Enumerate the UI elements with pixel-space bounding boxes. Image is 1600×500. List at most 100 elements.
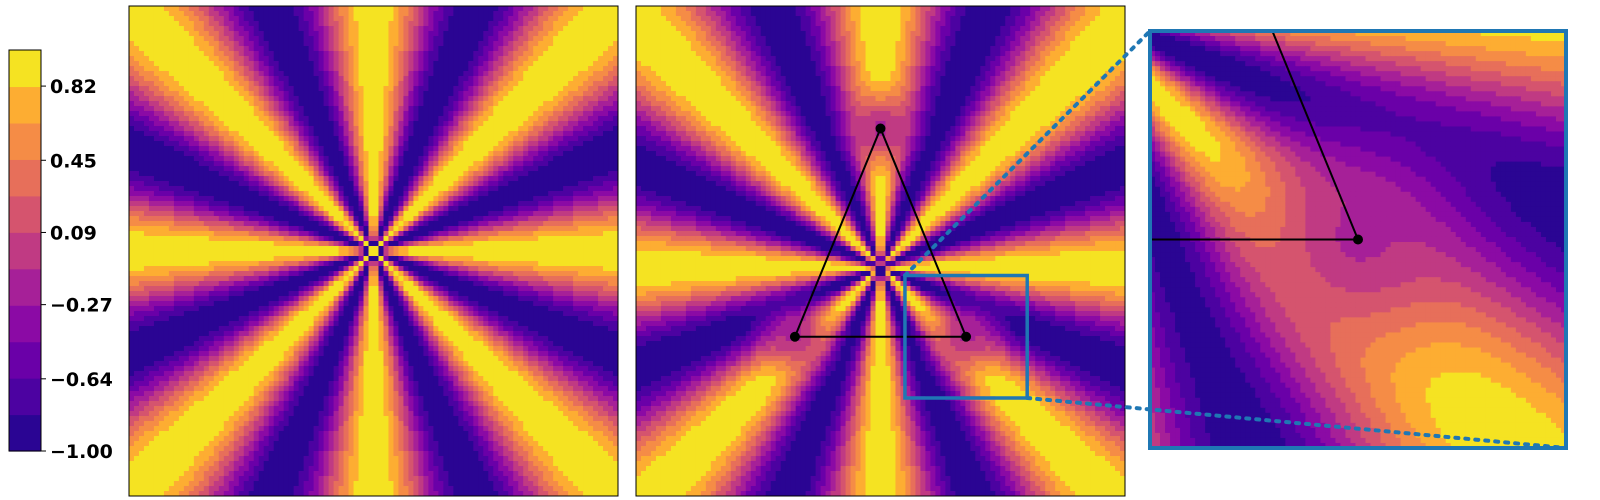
contour-cell	[198, 161, 205, 167]
contour-cell	[233, 156, 240, 162]
contour-cell	[388, 206, 395, 212]
contour-cell	[383, 186, 390, 192]
contour-cell	[253, 26, 260, 32]
contour-cell	[368, 191, 375, 197]
contour-cell	[498, 216, 504, 222]
contour-cell	[553, 196, 559, 202]
contour-cell	[423, 36, 429, 42]
contour-cell	[588, 181, 594, 187]
contour-cell	[573, 251, 579, 257]
contour-cell	[293, 111, 300, 117]
contour-cell	[138, 51, 145, 57]
contour-cell	[363, 206, 370, 212]
contour-cell	[158, 156, 165, 162]
contour-cell	[338, 106, 345, 112]
contour-cell	[413, 166, 420, 172]
contour-cell	[328, 211, 335, 217]
contour-cell	[148, 256, 155, 262]
contour-cell	[418, 171, 424, 177]
contour-cell	[148, 126, 155, 132]
contour-cell	[578, 206, 584, 212]
contour-cell	[133, 166, 140, 172]
contour-cell	[233, 176, 240, 182]
contour-cell	[428, 221, 434, 227]
contour-cell	[173, 106, 180, 112]
contour-cell	[573, 106, 579, 112]
contour-cell	[243, 241, 250, 247]
contour-cell	[353, 16, 360, 22]
contour-cell	[138, 41, 145, 47]
contour-cell	[488, 11, 494, 17]
contour-cell	[508, 41, 514, 47]
contour-cell	[129, 21, 135, 27]
contour-cell	[163, 146, 170, 152]
contour-cell	[608, 71, 614, 77]
contour-cell	[533, 246, 539, 252]
contour-cell	[413, 46, 420, 52]
contour-cell	[423, 61, 429, 67]
contour-cell	[548, 31, 554, 37]
contour-cell	[608, 171, 614, 177]
contour-cell	[138, 36, 145, 42]
contour-cell	[228, 226, 235, 232]
contour-cell	[183, 76, 190, 82]
contour-cell	[458, 121, 464, 127]
contour-cell	[158, 131, 165, 137]
contour-cell	[608, 41, 614, 47]
contour-cell	[583, 106, 589, 112]
contour-cell	[348, 61, 355, 67]
contour-cell	[258, 161, 265, 167]
contour-cell	[478, 216, 484, 222]
contour-cell	[333, 171, 340, 177]
contour-cell	[568, 141, 574, 147]
contour-cell	[443, 21, 449, 27]
contour-cell	[498, 231, 504, 237]
contour-cell	[533, 211, 539, 217]
contour-cell	[318, 176, 325, 182]
contour-cell	[168, 256, 175, 262]
contour-cell	[283, 101, 290, 107]
contour-cell	[423, 81, 429, 87]
contour-cell	[463, 91, 469, 97]
contour-cell	[203, 91, 210, 97]
contour-cell	[178, 216, 185, 222]
contour-cell	[213, 31, 220, 37]
contour-cell	[318, 156, 325, 162]
contour-cell	[203, 71, 210, 77]
contour-cell	[178, 96, 185, 102]
contour-cell	[418, 91, 424, 97]
contour-cell	[388, 156, 395, 162]
contour-cell	[293, 16, 300, 22]
contour-cell	[423, 166, 429, 172]
contour-cell	[153, 156, 160, 162]
contour-cell	[218, 101, 225, 107]
contour-cell	[253, 146, 260, 152]
contour-cell	[478, 56, 484, 62]
contour-cell	[568, 21, 574, 27]
contour-cell	[213, 146, 220, 152]
contour-cell	[578, 71, 584, 77]
contour-cell	[213, 96, 220, 102]
contour-cell	[298, 161, 305, 167]
contour-cell	[608, 66, 614, 72]
contour-cell	[168, 101, 175, 107]
contour-cell	[538, 71, 544, 77]
contour-cell	[298, 176, 305, 182]
contour-cell	[418, 6, 424, 12]
contour-cell	[323, 91, 330, 97]
contour-cell	[153, 161, 160, 167]
contour-cell	[543, 51, 549, 57]
contour-cell	[428, 136, 434, 142]
contour-cell	[458, 256, 464, 262]
contour-cell	[358, 231, 365, 237]
contour-cell	[298, 36, 305, 42]
contour-cell	[129, 106, 135, 112]
contour-cell	[588, 206, 594, 212]
contour-cell	[243, 206, 250, 212]
contour-cell	[228, 236, 235, 242]
contour-cell	[378, 31, 385, 37]
contour-cell	[418, 46, 424, 52]
contour-cell	[448, 31, 454, 37]
contour-cell	[478, 141, 484, 147]
contour-cell	[383, 6, 390, 12]
